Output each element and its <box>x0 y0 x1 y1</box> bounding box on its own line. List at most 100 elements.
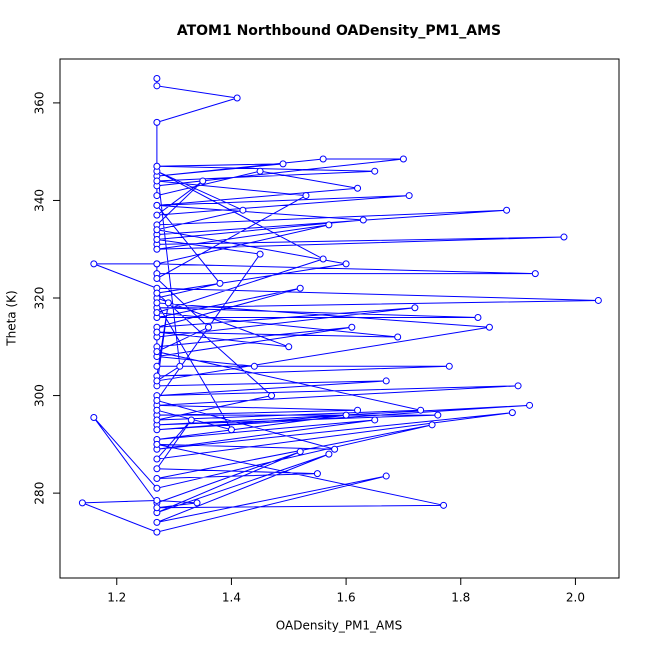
point <box>531 270 539 278</box>
point <box>153 82 161 90</box>
point <box>227 426 235 434</box>
point <box>296 284 304 292</box>
point <box>176 362 184 370</box>
point <box>153 211 161 219</box>
point <box>153 192 161 200</box>
point <box>164 299 172 307</box>
point <box>216 279 224 287</box>
x-axis-label: OADensity_PM1_AMS <box>276 619 402 633</box>
point <box>153 348 161 356</box>
chart-title: ATOM1 Northbound OADensity_PM1_AMS <box>177 23 501 39</box>
point <box>342 411 350 419</box>
point <box>342 260 350 268</box>
point <box>399 155 407 163</box>
point <box>153 455 161 463</box>
y-tick-label: 360 <box>33 91 47 114</box>
point <box>348 323 356 331</box>
point <box>474 314 482 322</box>
point <box>153 328 161 336</box>
point <box>279 160 287 168</box>
point <box>256 167 264 175</box>
point <box>153 528 161 536</box>
point <box>382 472 390 480</box>
point <box>371 167 379 175</box>
point <box>153 201 161 209</box>
point <box>594 296 602 304</box>
y-axis-label: Theta (K) <box>5 290 19 346</box>
point <box>440 501 448 509</box>
point <box>153 484 161 492</box>
point <box>371 416 379 424</box>
x-tick-label: 1.2 <box>107 591 126 605</box>
point <box>153 309 161 317</box>
point <box>296 448 304 456</box>
series-line <box>82 78 599 533</box>
point <box>153 75 161 83</box>
point <box>302 192 310 200</box>
y-tick-label: 340 <box>33 189 47 212</box>
point <box>514 382 522 390</box>
point <box>285 343 293 351</box>
point <box>394 333 402 341</box>
point <box>90 260 98 268</box>
point <box>153 504 161 512</box>
point <box>428 421 436 429</box>
point <box>526 401 534 409</box>
point <box>256 250 264 258</box>
point <box>204 323 212 331</box>
point <box>193 499 201 507</box>
point <box>411 304 419 312</box>
x-tick-label: 1.4 <box>222 591 241 605</box>
point <box>153 275 161 283</box>
point <box>153 245 161 253</box>
point <box>153 406 161 414</box>
point <box>508 409 516 417</box>
point <box>359 216 367 224</box>
x-tick-label: 1.8 <box>451 591 470 605</box>
point <box>560 233 568 241</box>
y-tick-label: 300 <box>33 384 47 407</box>
point <box>405 192 413 200</box>
point <box>319 155 327 163</box>
point <box>445 362 453 370</box>
point <box>153 177 161 185</box>
point <box>233 94 241 102</box>
point <box>503 206 511 214</box>
point <box>239 206 247 214</box>
point <box>268 392 276 400</box>
point <box>153 440 161 448</box>
x-tick-label: 2.0 <box>566 591 585 605</box>
point <box>90 414 98 422</box>
point <box>153 289 161 297</box>
point <box>153 426 161 434</box>
point <box>250 362 258 370</box>
point <box>417 406 425 414</box>
point <box>153 416 161 424</box>
point <box>153 118 161 126</box>
x-tick-label: 1.6 <box>337 591 356 605</box>
point <box>153 474 161 482</box>
point <box>354 184 362 192</box>
point <box>153 362 161 370</box>
point <box>434 411 442 419</box>
point <box>187 416 195 424</box>
point <box>153 260 161 268</box>
point <box>153 299 161 307</box>
y-tick-label: 320 <box>33 287 47 310</box>
point <box>153 396 161 404</box>
point <box>325 450 333 458</box>
point <box>153 496 161 504</box>
point <box>78 499 86 507</box>
point <box>153 226 161 234</box>
point <box>382 377 390 385</box>
point <box>153 162 161 170</box>
point <box>153 518 161 526</box>
point <box>354 406 362 414</box>
point <box>485 323 493 331</box>
plot-frame <box>59 58 620 579</box>
point <box>153 465 161 473</box>
point <box>325 221 333 229</box>
point <box>153 235 161 243</box>
point <box>319 255 327 263</box>
